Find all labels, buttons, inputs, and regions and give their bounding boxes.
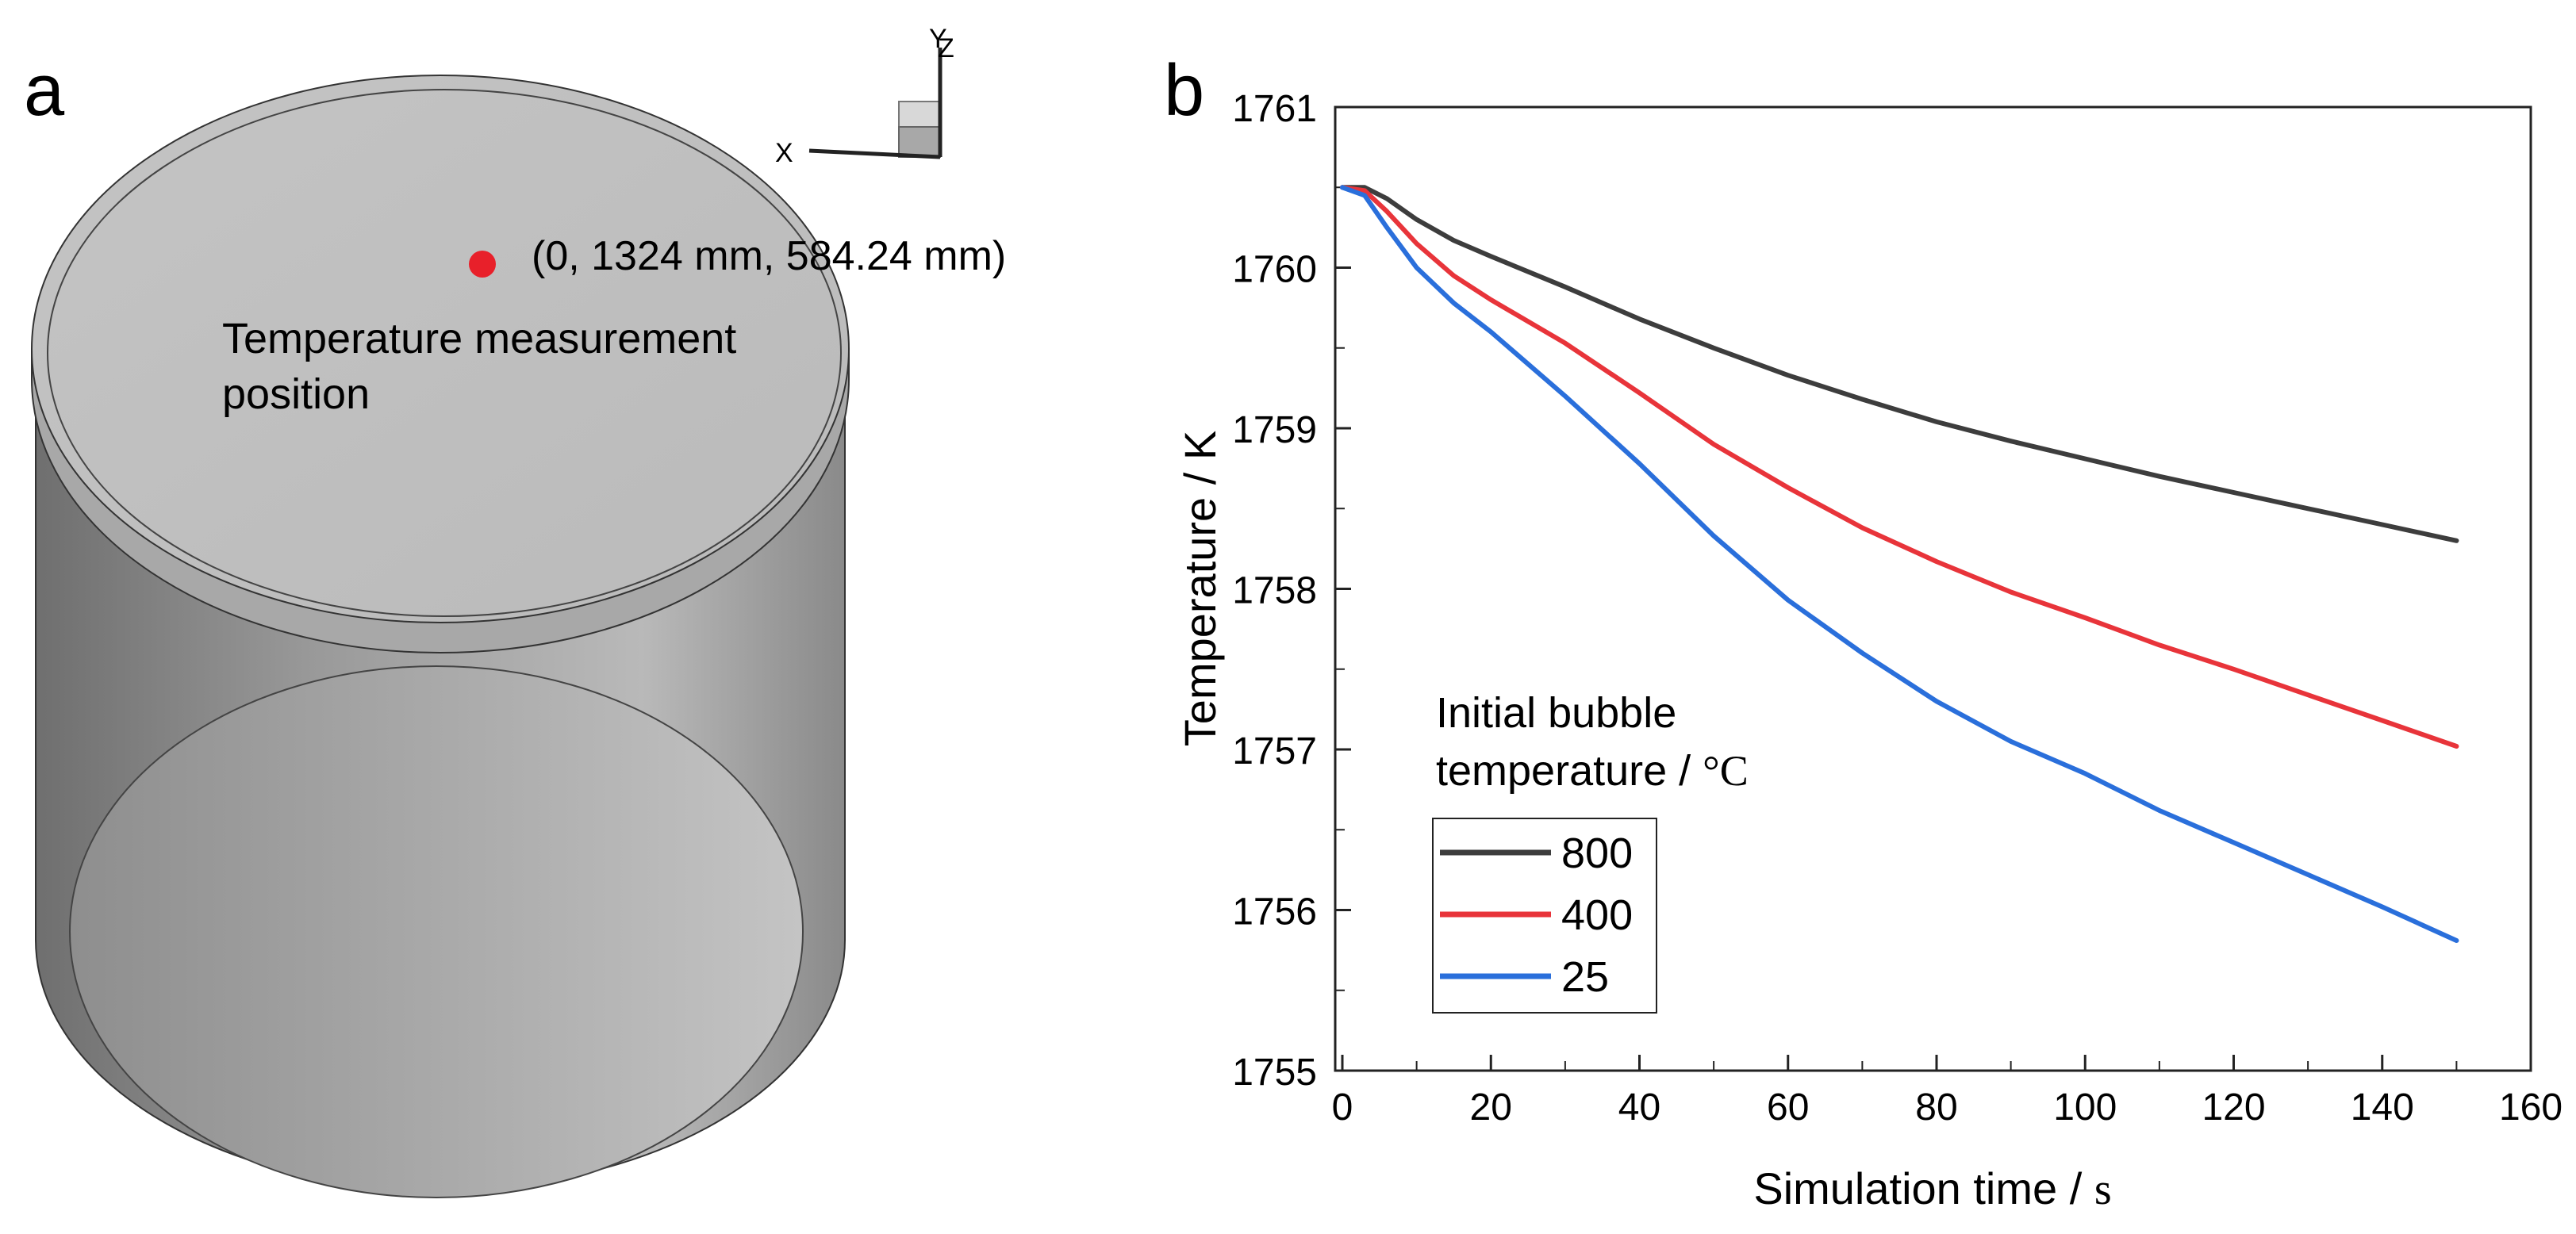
cylinder-top-inner-edge	[47, 89, 842, 617]
x-tick-label: 160	[2499, 1086, 2563, 1129]
temperature-chart: 1755 1756 1757 1758 1759 1760 1761 0 20 40 60 80 10…	[1175, 88, 2563, 1214]
y-axis: 1755 1756 1757 1758 1759 1760 1761	[1232, 88, 1351, 1094]
series-lines	[1340, 185, 2459, 943]
axis-triad: X Y Z	[775, 24, 954, 168]
axis-y-label: Y	[929, 24, 947, 54]
y-tick-label: 1757	[1232, 730, 1317, 772]
series-line-400	[1340, 185, 2459, 749]
legend: Initial bubble temperature / °C 800 400 25	[1432, 689, 1749, 1014]
axis-triad-horizontal	[808, 148, 941, 159]
panel-a: a (0, 1324 mm, 584.24 mm) Temperature me…	[24, 24, 1006, 1198]
x-tick-label: 140	[2351, 1086, 2414, 1129]
cylinder-graphic	[31, 75, 850, 1198]
series-line-25	[1340, 185, 2459, 943]
y-tick-label: 1758	[1232, 570, 1317, 612]
y-tick-label: 1755	[1232, 1052, 1317, 1094]
x-axis-title-text: Simulation time /	[1753, 1163, 2094, 1213]
x-tick-label: 120	[2202, 1086, 2265, 1129]
legend-title-unit: °C	[1703, 747, 1749, 795]
measurement-point	[469, 251, 496, 278]
panel-b-label: b	[1164, 50, 1204, 131]
y-tick-label: 1760	[1232, 249, 1317, 291]
x-tick-label: 60	[1767, 1086, 1809, 1129]
legend-label-25: 25	[1561, 953, 1609, 1001]
legend-label-400: 400	[1561, 891, 1633, 939]
x-tick-label: 80	[1915, 1086, 1957, 1129]
legend-items: 800 400 25	[1440, 830, 1633, 1001]
x-axis-title-unit: s	[2094, 1165, 2112, 1214]
y-tick-label: 1756	[1232, 891, 1317, 933]
caption-line-2: position	[222, 370, 370, 418]
x-tick-label: 20	[1470, 1086, 1512, 1129]
legend-title-line-2: temperature / °C	[1436, 747, 1749, 795]
x-axis-title: Simulation time / s	[1753, 1163, 2111, 1214]
x-axis: 0 20 40 60 80 100 120 140 160	[1332, 1055, 2563, 1129]
axis-x-label: X	[775, 138, 793, 168]
y-tick-label: 1761	[1232, 88, 1317, 130]
legend-title-line-1: Initial bubble	[1436, 689, 1676, 737]
x-tick-label: 0	[1332, 1086, 1353, 1129]
panel-b: b 1755 1756 1757 1758 1759 1760 1761 0 20 40 60 80…	[1164, 50, 2563, 1214]
axis-z-label: Z	[938, 33, 954, 63]
series-line-800	[1340, 185, 2459, 543]
y-axis-title: Temperature / K	[1175, 431, 1225, 746]
legend-title-line-2-text: temperature /	[1436, 747, 1703, 795]
caption-line-1: Temperature measurement	[222, 315, 736, 362]
cylinder-top-face	[31, 75, 850, 623]
legend-label-800: 800	[1561, 830, 1633, 877]
point-coordinates: (0, 1324 mm, 584.24 mm)	[532, 233, 1006, 279]
axis-triad-cube-shade	[898, 126, 941, 158]
y-tick-label: 1759	[1232, 409, 1317, 451]
cylinder-bottom-disk	[69, 665, 804, 1198]
x-tick-label: 100	[2053, 1086, 2117, 1129]
x-tick-label: 40	[1618, 1086, 1660, 1129]
panel-a-label: a	[24, 50, 65, 131]
